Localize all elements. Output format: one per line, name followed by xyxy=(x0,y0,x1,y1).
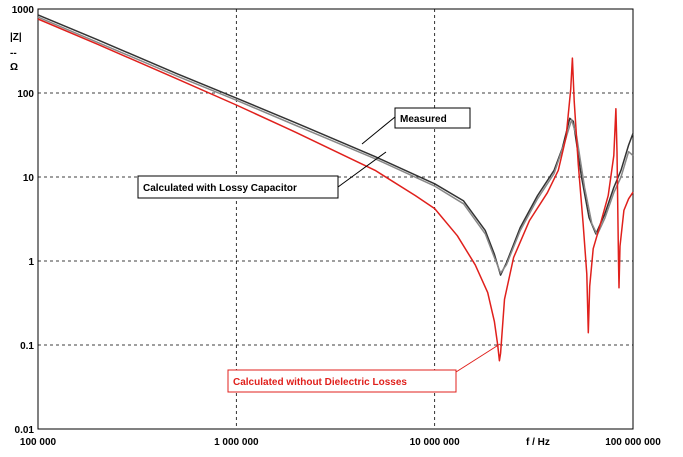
plot-frame xyxy=(37,8,634,430)
series-measured-line xyxy=(37,14,634,276)
annotation-no-dielectric-text: Calculated without Dielectric Losses xyxy=(233,377,407,388)
y-axis-label-top: |Z| xyxy=(10,32,22,43)
annotation-measured-leader xyxy=(361,116,396,145)
x-tick-label: 100 000 xyxy=(20,437,57,448)
x-tick-label: 10 000 000 xyxy=(410,437,460,448)
x-tick-label: 100 000 000 xyxy=(605,437,661,448)
y-axis-label-sep: -- xyxy=(10,48,17,59)
annotation-lossy-leader xyxy=(337,151,387,188)
y-tick-labels: 1000 100 10 1 0.1 0.01 xyxy=(12,5,35,436)
annotation-lossy-box xyxy=(137,175,339,199)
y-axis-label-bottom: Ω xyxy=(10,62,18,73)
y-tick-label: 0.1 xyxy=(20,341,34,352)
x-axis-label: f / Hz xyxy=(526,437,550,448)
annotation-measured-text: Measured xyxy=(400,114,447,125)
annotation-no-dielectric: Calculated without Dielectric Losses xyxy=(227,343,501,393)
grid-lines xyxy=(38,9,633,429)
annotation-measured: Measured xyxy=(361,107,471,145)
annotation-lossy: Calculated with Lossy Capacitor xyxy=(137,151,387,199)
series-no-dielectric-line xyxy=(37,18,634,362)
annotation-no-dielectric-leader xyxy=(455,343,501,373)
y-tick-label: 100 xyxy=(17,89,34,100)
annotation-no-dielectric-box xyxy=(227,369,457,393)
y-tick-label: 10 xyxy=(23,173,35,184)
y-tick-label: 0.01 xyxy=(15,425,35,436)
y-tick-label: 1000 xyxy=(12,5,35,16)
annotation-lossy-text: Calculated with Lossy Capacitor xyxy=(143,183,297,194)
annotation-measured-box xyxy=(394,107,471,129)
x-tick-labels: 100 000 1 000 000 10 000 000 100 000 000 xyxy=(20,437,661,448)
series-lossy-capacitor-line xyxy=(37,16,634,274)
series-lines xyxy=(37,14,634,362)
y-axis-label: |Z| -- Ω xyxy=(10,32,22,73)
x-tick-label: 1 000 000 xyxy=(214,437,259,448)
y-tick-label: 1 xyxy=(28,257,34,268)
